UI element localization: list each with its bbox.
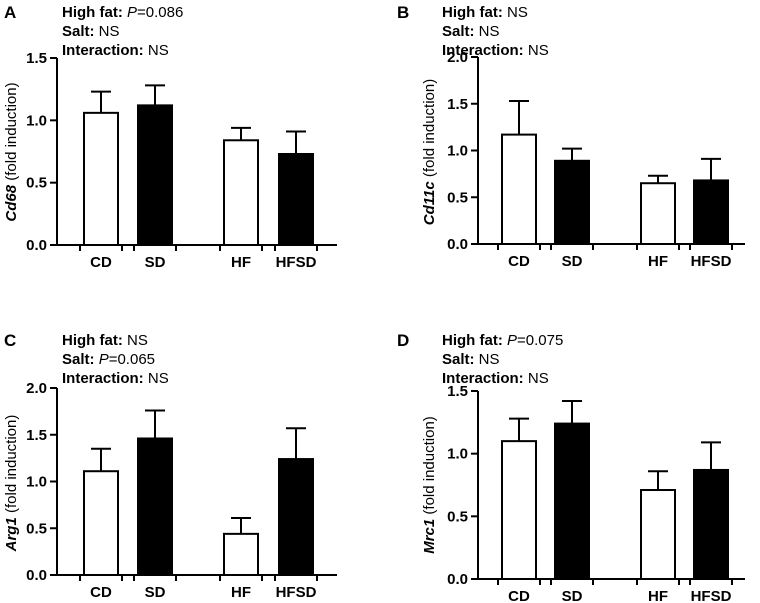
x-category-label: CD (508, 253, 530, 270)
y-tick-label: 0.5 (447, 189, 468, 206)
bar-cd (83, 111, 119, 246)
stat-high-fat: High fat: NS (442, 4, 528, 21)
bar-sd (137, 104, 173, 246)
y-tick-labels: 0.0 0.5 1.0 1.5 (26, 50, 47, 254)
y-tick-label: 0.0 (26, 567, 47, 584)
bar-sd (554, 422, 590, 580)
x-category-label: SD (562, 253, 583, 270)
x-category-label: CD (90, 254, 112, 271)
y-tick-label: 0.5 (26, 175, 47, 192)
panel-letter: B (397, 3, 409, 22)
panel-d: D High fat: P=0.075 Salt: NS Interaction… (397, 331, 745, 603)
y-tick-label: 1.5 (26, 427, 47, 444)
y-tick-label: 2.0 (447, 49, 468, 66)
y-axis-title: Arg1 (fold induction) (3, 415, 20, 553)
x-category-label: HFSD (691, 588, 732, 603)
x-category-label: HFSD (276, 254, 317, 271)
y-tick-label: 0.0 (447, 571, 468, 588)
stat-salt: Salt: NS (442, 351, 500, 368)
y-tick-label: 1.5 (447, 96, 468, 113)
y-tick-label: 0.5 (26, 520, 47, 537)
x-category-label: HF (231, 254, 251, 271)
x-category-label: HF (648, 588, 668, 603)
panel-letter: D (397, 331, 409, 350)
x-category-label: HFSD (691, 253, 732, 270)
x-category-label: HF (231, 584, 251, 601)
x-category-label: CD (90, 584, 112, 601)
x-category-label: CD (508, 588, 530, 603)
plot-area (50, 387, 337, 581)
stat-high-fat: High fat: P=0.075 (442, 332, 563, 349)
x-category-label: SD (145, 254, 166, 271)
x-category-label: SD (145, 584, 166, 601)
stat-interaction: Interaction: NS (442, 370, 549, 387)
plot-area (471, 390, 745, 585)
y-tick-label: 0.5 (447, 508, 468, 525)
x-category-label: SD (562, 588, 583, 603)
x-category-labels: CD SD HF HFSD (90, 584, 316, 601)
stat-high-fat: High fat: NS (62, 332, 148, 349)
panel-letter: C (4, 331, 16, 350)
y-tick-label: 1.5 (447, 383, 468, 400)
y-axis-title: Cd68 (fold induction) (3, 82, 20, 221)
stat-interaction: Interaction: NS (62, 42, 169, 59)
y-tick-label: 1.5 (26, 50, 47, 67)
y-tick-label: 0.0 (26, 237, 47, 254)
y-tick-label: 2.0 (26, 380, 47, 397)
x-category-label: HFSD (276, 584, 317, 601)
y-tick-label: 1.0 (26, 112, 47, 129)
stat-interaction: Interaction: NS (442, 42, 549, 59)
bar-hf (640, 182, 676, 246)
bar-sd (554, 159, 590, 245)
bar-cd (501, 440, 537, 580)
plot-area (471, 56, 745, 250)
bar-hf (640, 489, 676, 580)
panel-letter: A (4, 3, 16, 22)
stat-interaction: Interaction: NS (62, 370, 169, 387)
y-tick-label: 1.0 (447, 143, 468, 160)
x-category-labels: CD SD HF HFSD (508, 253, 731, 270)
bar-hf (223, 139, 259, 246)
bar-hfsd (693, 468, 729, 580)
y-axis-title: Mrc1 (fold induction) (421, 416, 438, 554)
y-tick-labels: 0.0 0.5 1.0 1.5 2.0 (26, 380, 47, 584)
x-category-labels: CD SD HF HFSD (508, 588, 731, 603)
stat-salt: Salt: NS (62, 23, 120, 40)
bar-sd (137, 437, 173, 576)
x-category-labels: CD SD HF HFSD (90, 254, 316, 271)
y-tick-labels: 0.0 0.5 1.0 1.5 2.0 (447, 49, 468, 253)
panel-c: C High fat: NS Salt: P=0.065 Interaction… (3, 331, 337, 601)
bar-cd (501, 133, 537, 245)
y-tick-label: 1.0 (447, 446, 468, 463)
panel-b: B High fat: NS Salt: NS Interaction: NS … (397, 3, 745, 270)
x-category-label: HF (648, 253, 668, 270)
panel-a: A High fat: P=0.086 Salt: NS Interaction… (3, 3, 337, 271)
y-axis-title: Cd11c (fold induction) (421, 79, 438, 225)
plot-area (50, 57, 337, 251)
y-tick-labels: 0.0 0.5 1.0 1.5 (447, 383, 468, 588)
y-tick-label: 1.0 (26, 474, 47, 491)
stat-salt: Salt: P=0.065 (62, 351, 155, 368)
stat-salt: Salt: NS (442, 23, 500, 40)
bar-cd (83, 470, 119, 576)
stat-high-fat: High fat: P=0.086 (62, 4, 183, 21)
bar-hfsd (278, 458, 314, 576)
y-tick-label: 0.0 (447, 236, 468, 253)
bar-hfsd (693, 179, 729, 245)
bar-hfsd (278, 152, 314, 246)
bar-hf (223, 532, 259, 576)
